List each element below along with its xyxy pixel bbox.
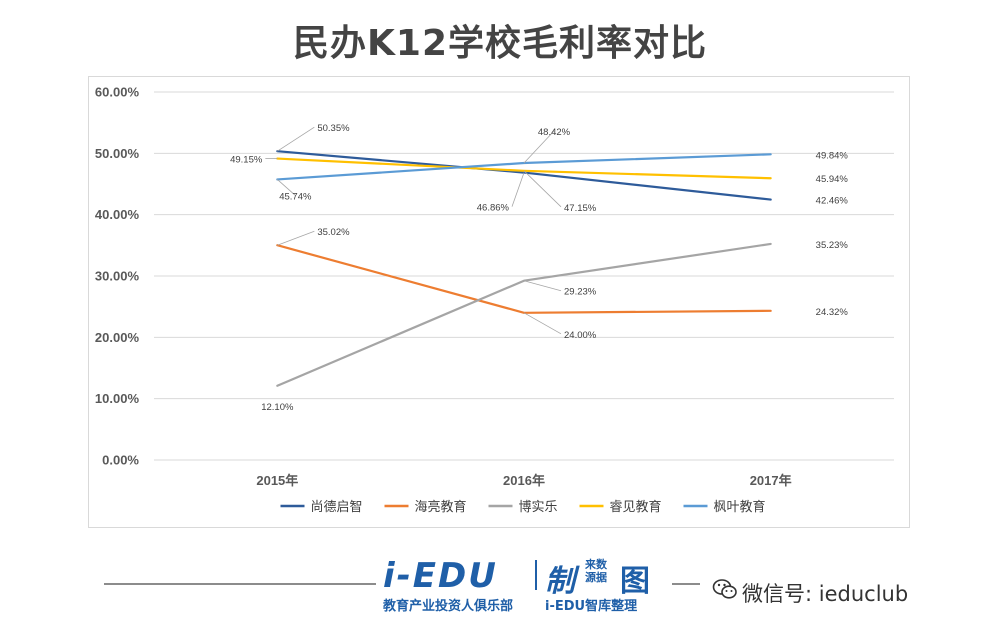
data-label: 45.94%	[816, 174, 849, 185]
data-label: 46.86%	[477, 203, 510, 214]
brand-small-text: 来数 源据	[585, 558, 607, 584]
data-label: 24.32%	[816, 307, 849, 318]
legend-label: 博实乐	[519, 499, 558, 514]
x-tick-label: 2015年	[256, 473, 298, 488]
footer-divider-left	[104, 583, 376, 585]
label-leader-line	[523, 170, 562, 208]
data-label: 49.84%	[816, 150, 849, 161]
data-label: 48.42%	[538, 127, 571, 138]
x-tick-label: 2017年	[750, 473, 792, 488]
label-leader-line	[523, 130, 555, 164]
label-leader-line	[523, 280, 562, 292]
legend-label: 尚德启智	[311, 499, 363, 514]
wechat-icon	[712, 579, 737, 599]
data-label: 47.15%	[564, 203, 597, 214]
data-label: 45.74%	[279, 191, 312, 202]
data-label: 12.10%	[261, 402, 294, 413]
y-tick-label: 60.00%	[95, 85, 140, 100]
brand-subtitle-left: 教育产业投资人俱乐部	[383, 599, 514, 614]
series-line	[276, 242, 772, 387]
brand-separator	[535, 560, 537, 590]
y-tick-label: 0.00%	[102, 453, 139, 468]
wechat-id: 微信号: ieduclub	[742, 582, 909, 606]
line-chart: 0.00% 10.00% 20.00% 30.00% 40.00% 50.00% 60.00…	[95, 85, 894, 514]
y-tick-label: 20.00%	[95, 330, 140, 345]
chart-panel: 0.00% 10.00% 20.00% 30.00% 40.00% 50.00% 60.00…	[88, 76, 910, 528]
label-leader-line	[511, 172, 525, 207]
data-label: 49.15%	[230, 155, 263, 166]
series-line	[276, 244, 772, 314]
brand-tu: 图	[620, 564, 650, 599]
legend-label: 睿见教育	[610, 499, 662, 514]
chart-title: 民办K12学校毛利率对比	[293, 23, 707, 64]
data-label: 29.23%	[564, 287, 597, 298]
label-leader-line	[277, 126, 315, 152]
data-label: 24.00%	[564, 330, 597, 341]
brand-small-line2: 源据	[585, 571, 607, 584]
brand-subtitle-right: i-EDU智库整理	[545, 599, 638, 614]
brand-logo-text: i-EDU	[383, 556, 498, 596]
data-label: 35.02%	[317, 227, 350, 238]
label-leader-line	[523, 312, 562, 335]
y-tick-label: 10.00%	[95, 391, 140, 406]
label-leader-line	[277, 179, 296, 196]
y-tick-label: 50.00%	[95, 146, 140, 161]
y-tick-label: 30.00%	[95, 269, 140, 284]
series-line	[276, 157, 772, 180]
data-label: 42.46%	[816, 196, 849, 207]
brand-zhi: 制	[545, 564, 575, 599]
y-tick-label: 40.00%	[95, 207, 140, 222]
brand-small-line1: 来数	[585, 558, 607, 571]
x-tick-label: 2016年	[503, 473, 545, 488]
footer-divider-right	[672, 583, 700, 585]
data-label: 35.23%	[816, 240, 849, 251]
data-label: 50.35%	[317, 123, 350, 134]
legend-label: 海亮教育	[415, 499, 467, 514]
legend-label: 枫叶教育	[714, 499, 766, 514]
label-leader-line	[277, 230, 315, 246]
